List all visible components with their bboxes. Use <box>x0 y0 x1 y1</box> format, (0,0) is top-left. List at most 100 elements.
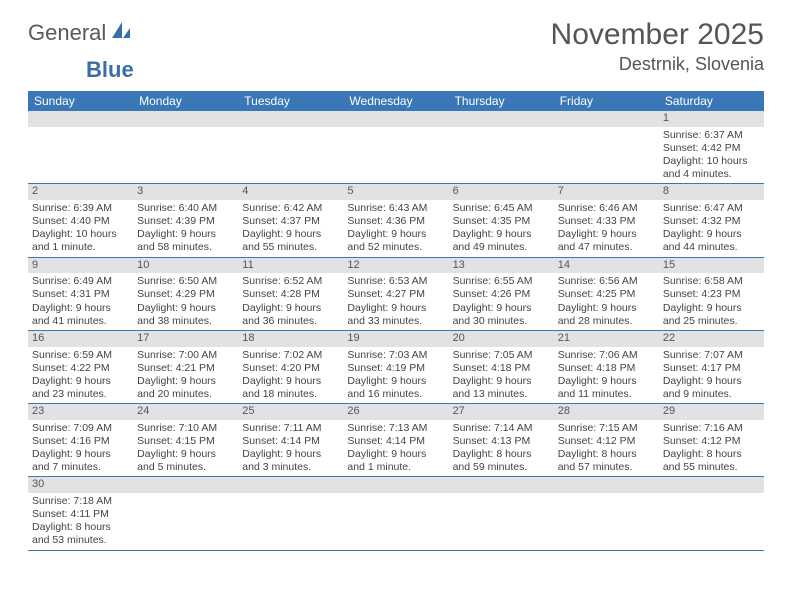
daylight-text: and 49 minutes. <box>453 241 550 254</box>
daylight-text: Daylight: 9 hours <box>137 302 234 315</box>
sunrise-text: Sunrise: 7:05 AM <box>453 349 550 362</box>
sunrise-text: Sunrise: 7:18 AM <box>32 495 129 508</box>
day-number <box>554 111 659 127</box>
daylight-text: Daylight: 9 hours <box>242 375 339 388</box>
day-number: 20 <box>449 331 554 347</box>
sunset-text: Sunset: 4:17 PM <box>663 362 760 375</box>
sunset-text: Sunset: 4:18 PM <box>558 362 655 375</box>
daylight-text: Daylight: 9 hours <box>558 375 655 388</box>
sunset-text: Sunset: 4:25 PM <box>558 288 655 301</box>
sunset-text: Sunset: 4:11 PM <box>32 508 129 521</box>
daylight-text: Daylight: 9 hours <box>32 448 129 461</box>
day-number <box>133 477 238 493</box>
day-cell: 11Sunrise: 6:52 AMSunset: 4:28 PMDayligh… <box>238 258 343 330</box>
empty-cell <box>343 477 448 549</box>
day-cell: 23Sunrise: 7:09 AMSunset: 4:16 PMDayligh… <box>28 404 133 476</box>
day-cell: 20Sunrise: 7:05 AMSunset: 4:18 PMDayligh… <box>449 331 554 403</box>
sunset-text: Sunset: 4:14 PM <box>242 435 339 448</box>
sunrise-text: Sunrise: 7:16 AM <box>663 422 760 435</box>
day-number: 17 <box>133 331 238 347</box>
sunset-text: Sunset: 4:13 PM <box>453 435 550 448</box>
logo-text-1: General <box>28 20 106 46</box>
daylight-text: Daylight: 10 hours <box>32 228 129 241</box>
day-number: 15 <box>659 258 764 274</box>
sail-icon <box>110 20 132 40</box>
logo-text-2: Blue <box>86 57 134 82</box>
week-row: 23Sunrise: 7:09 AMSunset: 4:16 PMDayligh… <box>28 404 764 477</box>
day-cell: 3Sunrise: 6:40 AMSunset: 4:39 PMDaylight… <box>133 184 238 256</box>
daylight-text: Daylight: 9 hours <box>453 228 550 241</box>
day-number: 28 <box>554 404 659 420</box>
day-number <box>238 477 343 493</box>
daylight-text: Daylight: 9 hours <box>347 302 444 315</box>
day-cell: 12Sunrise: 6:53 AMSunset: 4:27 PMDayligh… <box>343 258 448 330</box>
sunrise-text: Sunrise: 6:47 AM <box>663 202 760 215</box>
sunrise-text: Sunrise: 7:15 AM <box>558 422 655 435</box>
day-cell: 1Sunrise: 6:37 AMSunset: 4:42 PMDaylight… <box>659 111 764 183</box>
daylight-text: Daylight: 9 hours <box>558 228 655 241</box>
day-cell: 26Sunrise: 7:13 AMSunset: 4:14 PMDayligh… <box>343 404 448 476</box>
daylight-text: and 18 minutes. <box>242 388 339 401</box>
sunset-text: Sunset: 4:27 PM <box>347 288 444 301</box>
daylight-text: and 55 minutes. <box>242 241 339 254</box>
sunrise-text: Sunrise: 6:46 AM <box>558 202 655 215</box>
sunrise-text: Sunrise: 6:50 AM <box>137 275 234 288</box>
sunrise-text: Sunrise: 6:45 AM <box>453 202 550 215</box>
sunset-text: Sunset: 4:12 PM <box>558 435 655 448</box>
sunrise-text: Sunrise: 7:02 AM <box>242 349 339 362</box>
sunrise-text: Sunrise: 6:58 AM <box>663 275 760 288</box>
week-row: 9Sunrise: 6:49 AMSunset: 4:31 PMDaylight… <box>28 258 764 331</box>
sunrise-text: Sunrise: 6:53 AM <box>347 275 444 288</box>
day-number: 8 <box>659 184 764 200</box>
sunrise-text: Sunrise: 6:59 AM <box>32 349 129 362</box>
sunset-text: Sunset: 4:19 PM <box>347 362 444 375</box>
daylight-text: and 9 minutes. <box>663 388 760 401</box>
calendar: SundayMondayTuesdayWednesdayThursdayFrid… <box>28 91 764 551</box>
sunrise-text: Sunrise: 6:52 AM <box>242 275 339 288</box>
weekday-header: Tuesday <box>238 91 343 111</box>
day-number <box>449 477 554 493</box>
sunset-text: Sunset: 4:40 PM <box>32 215 129 228</box>
weekday-header: Monday <box>133 91 238 111</box>
day-number: 27 <box>449 404 554 420</box>
empty-cell <box>133 111 238 183</box>
sunrise-text: Sunrise: 6:49 AM <box>32 275 129 288</box>
daylight-text: Daylight: 8 hours <box>32 521 129 534</box>
daylight-text: Daylight: 9 hours <box>663 228 760 241</box>
week-row: 1Sunrise: 6:37 AMSunset: 4:42 PMDaylight… <box>28 111 764 184</box>
day-number: 11 <box>238 258 343 274</box>
daylight-text: and 41 minutes. <box>32 315 129 328</box>
sunset-text: Sunset: 4:33 PM <box>558 215 655 228</box>
empty-cell <box>554 477 659 549</box>
day-number: 6 <box>449 184 554 200</box>
day-cell: 9Sunrise: 6:49 AMSunset: 4:31 PMDaylight… <box>28 258 133 330</box>
daylight-text: and 3 minutes. <box>242 461 339 474</box>
daylight-text: and 58 minutes. <box>137 241 234 254</box>
empty-cell <box>238 111 343 183</box>
daylight-text: and 30 minutes. <box>453 315 550 328</box>
day-cell: 2Sunrise: 6:39 AMSunset: 4:40 PMDaylight… <box>28 184 133 256</box>
sunrise-text: Sunrise: 6:56 AM <box>558 275 655 288</box>
sunrise-text: Sunrise: 7:06 AM <box>558 349 655 362</box>
sunrise-text: Sunrise: 7:00 AM <box>137 349 234 362</box>
day-cell: 27Sunrise: 7:14 AMSunset: 4:13 PMDayligh… <box>449 404 554 476</box>
daylight-text: and 36 minutes. <box>242 315 339 328</box>
day-cell: 14Sunrise: 6:56 AMSunset: 4:25 PMDayligh… <box>554 258 659 330</box>
daylight-text: Daylight: 9 hours <box>347 448 444 461</box>
day-cell: 25Sunrise: 7:11 AMSunset: 4:14 PMDayligh… <box>238 404 343 476</box>
daylight-text: and 47 minutes. <box>558 241 655 254</box>
daylight-text: Daylight: 10 hours <box>663 155 760 168</box>
day-cell: 29Sunrise: 7:16 AMSunset: 4:12 PMDayligh… <box>659 404 764 476</box>
daylight-text: Daylight: 9 hours <box>137 448 234 461</box>
daylight-text: and 33 minutes. <box>347 315 444 328</box>
day-cell: 18Sunrise: 7:02 AMSunset: 4:20 PMDayligh… <box>238 331 343 403</box>
day-number <box>343 477 448 493</box>
day-cell: 5Sunrise: 6:43 AMSunset: 4:36 PMDaylight… <box>343 184 448 256</box>
daylight-text: Daylight: 9 hours <box>32 302 129 315</box>
sunset-text: Sunset: 4:12 PM <box>663 435 760 448</box>
day-number <box>133 111 238 127</box>
weekday-header-row: SundayMondayTuesdayWednesdayThursdayFrid… <box>28 91 764 111</box>
daylight-text: and 20 minutes. <box>137 388 234 401</box>
day-cell: 28Sunrise: 7:15 AMSunset: 4:12 PMDayligh… <box>554 404 659 476</box>
sunset-text: Sunset: 4:32 PM <box>663 215 760 228</box>
